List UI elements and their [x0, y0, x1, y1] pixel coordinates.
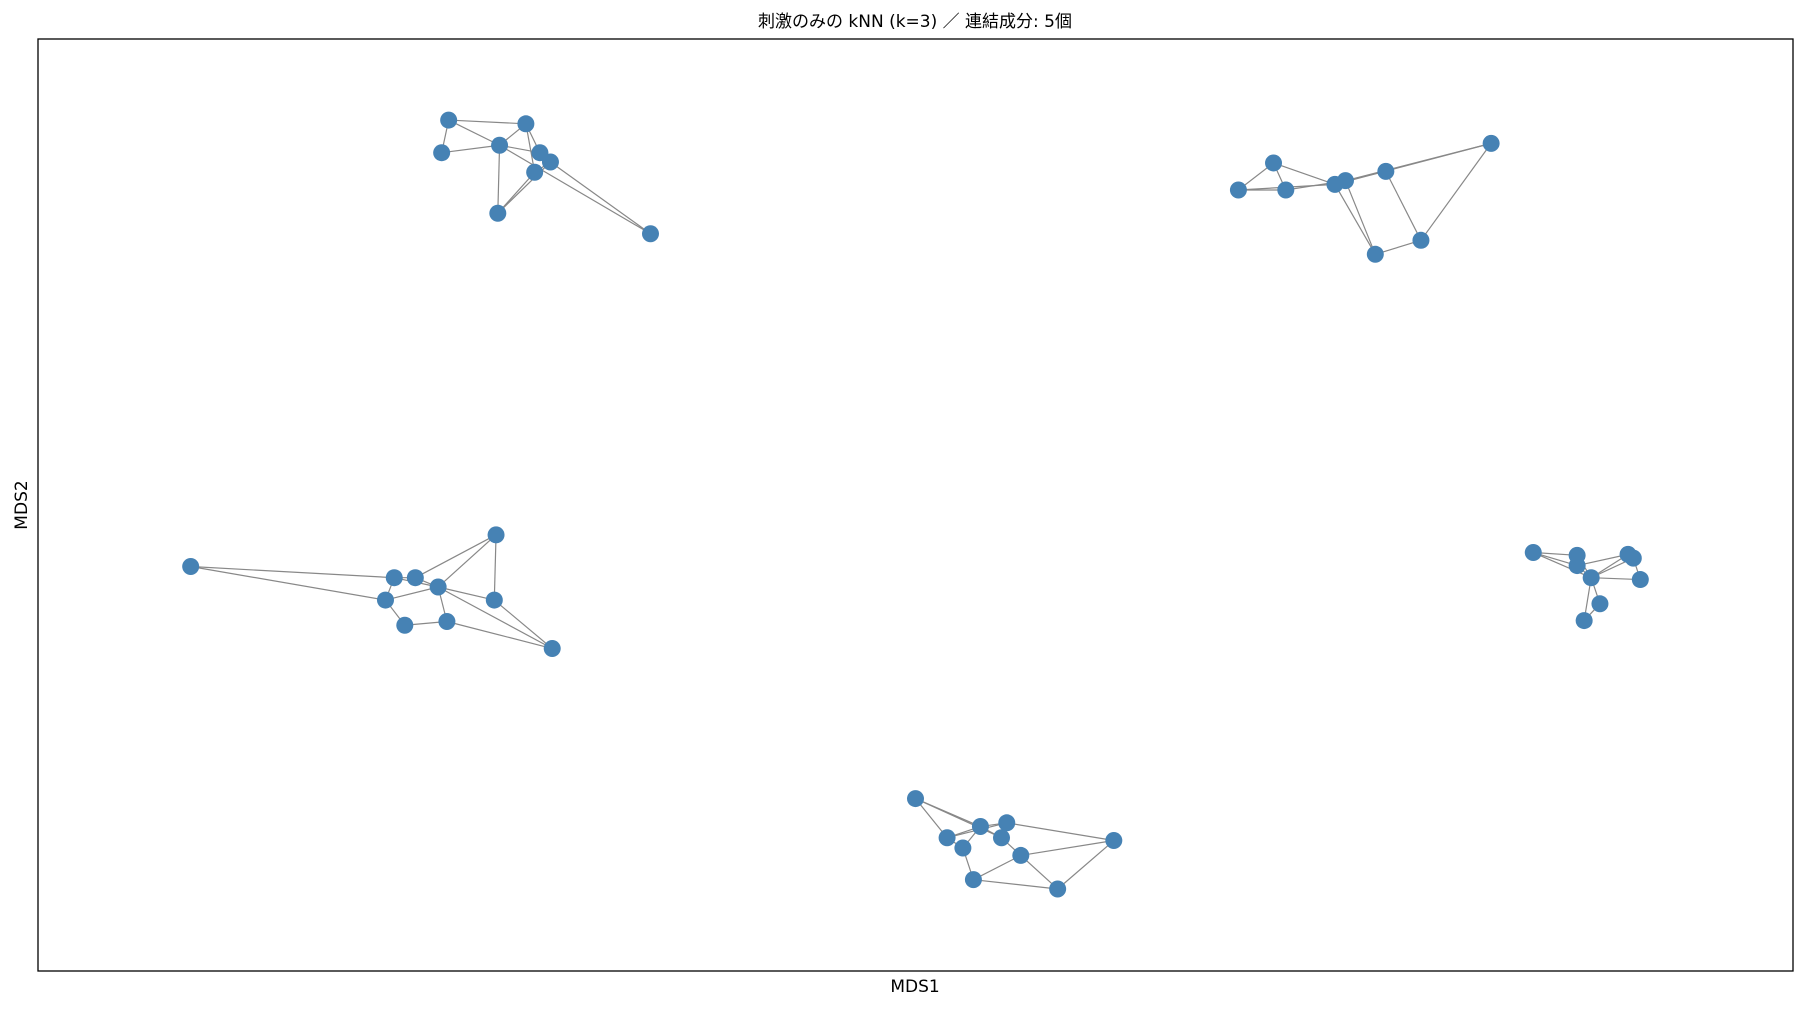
edge	[190, 565, 395, 579]
node	[406, 569, 424, 587]
node	[992, 829, 1010, 847]
node	[491, 136, 509, 154]
edge	[499, 144, 651, 235]
edge	[1577, 553, 1629, 567]
node	[543, 640, 561, 658]
node	[385, 569, 403, 587]
edge	[1334, 184, 1376, 255]
edge	[190, 565, 386, 601]
x-axis-label: MDS1	[890, 977, 939, 997]
node	[440, 111, 458, 129]
node	[1482, 134, 1500, 152]
node	[1336, 172, 1354, 190]
node	[438, 613, 456, 630]
edge	[415, 534, 497, 579]
edge	[497, 145, 501, 214]
node	[541, 153, 559, 171]
node	[182, 558, 200, 576]
edge	[973, 879, 1058, 890]
axes-frame	[37, 38, 1794, 972]
edge	[1273, 162, 1336, 185]
edge	[493, 534, 497, 601]
node	[1277, 181, 1295, 199]
node	[517, 115, 535, 133]
edge	[1420, 143, 1492, 241]
node	[1049, 880, 1067, 898]
edge	[973, 854, 1022, 881]
edge	[438, 586, 495, 601]
node	[641, 225, 659, 243]
node	[526, 163, 544, 181]
edge	[1385, 171, 1422, 241]
node	[938, 829, 956, 847]
node	[376, 591, 394, 609]
edge	[1533, 551, 1592, 579]
node	[487, 526, 505, 544]
node	[1631, 571, 1649, 589]
node	[1624, 549, 1642, 567]
node	[433, 144, 451, 162]
edge	[441, 144, 500, 154]
edge	[493, 599, 553, 649]
node	[1265, 154, 1283, 172]
edge	[1020, 839, 1114, 857]
edge	[448, 119, 500, 146]
node	[489, 204, 507, 222]
edge	[1006, 822, 1114, 842]
node	[1582, 569, 1600, 587]
node	[998, 814, 1016, 832]
edge	[1057, 840, 1115, 890]
node	[971, 818, 989, 836]
chart-title: 刺激のみの kNN (k=3) ／ 連結成分: 5個	[758, 12, 1072, 32]
y-axis-label: MDS2	[12, 480, 32, 529]
node	[1568, 557, 1586, 575]
node	[429, 578, 447, 596]
edge	[385, 586, 439, 601]
edge	[448, 119, 526, 125]
edge	[915, 798, 1002, 839]
node	[1412, 231, 1430, 249]
node	[1012, 846, 1030, 864]
edge	[550, 161, 651, 235]
node	[1105, 832, 1123, 850]
edge	[497, 171, 536, 214]
node	[1591, 595, 1609, 613]
edge	[1344, 180, 1376, 255]
node	[396, 616, 414, 634]
node	[1229, 181, 1247, 199]
node	[1366, 245, 1384, 263]
edge	[437, 586, 553, 650]
edge	[446, 620, 553, 650]
node	[1377, 162, 1395, 180]
node	[1524, 544, 1542, 562]
node	[485, 591, 503, 609]
node	[954, 839, 972, 857]
node	[1575, 612, 1593, 630]
node	[907, 790, 924, 808]
edge	[437, 534, 497, 588]
node	[964, 871, 982, 889]
